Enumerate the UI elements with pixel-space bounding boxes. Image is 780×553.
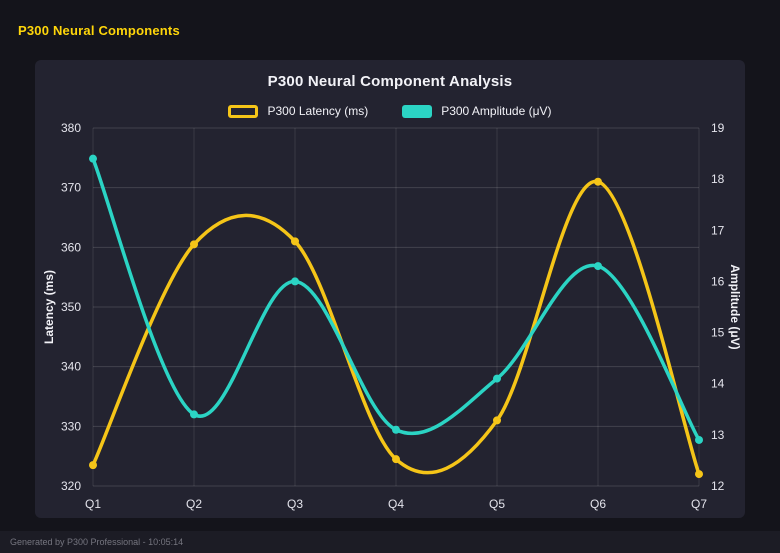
svg-text:16: 16 bbox=[711, 274, 725, 288]
line-chart[interactable]: 320 330 340 350 360 370 380 12 13 14 15 16 17 18 19 Q1 Q… bbox=[35, 60, 745, 518]
amplitude-legend-swatch bbox=[402, 104, 433, 118]
svg-text:14: 14 bbox=[711, 377, 725, 391]
svg-text:Q7: Q7 bbox=[691, 497, 707, 511]
latency-legend-label: P300 Latency (ms) bbox=[267, 104, 369, 118]
footer-text: Generated by P300 Professional - 10:05:1… bbox=[10, 537, 184, 547]
legend-item-latency[interactable]: P300 Latency (ms) bbox=[228, 104, 368, 118]
svg-text:Q2: Q2 bbox=[186, 497, 202, 511]
legend-item-amplitude[interactable]: P300 Amplitude (μV) bbox=[402, 104, 552, 118]
svg-text:Amplitude (μV): Amplitude (μV) bbox=[728, 264, 742, 349]
svg-text:Q6: Q6 bbox=[590, 497, 606, 511]
svg-text:330: 330 bbox=[61, 419, 81, 433]
svg-text:19: 19 bbox=[711, 121, 725, 135]
amplitude-legend-label: P300 Amplitude (μV) bbox=[441, 104, 552, 118]
svg-text:360: 360 bbox=[61, 240, 81, 254]
svg-text:15: 15 bbox=[711, 326, 725, 340]
svg-text:12: 12 bbox=[711, 479, 725, 493]
svg-text:380: 380 bbox=[61, 121, 81, 135]
chart-legend: P300 Latency (ms) P300 Amplitude (μV) bbox=[35, 104, 745, 118]
svg-text:Q1: Q1 bbox=[85, 497, 101, 511]
page-title: P300 Neural Components bbox=[18, 23, 180, 38]
footer-bar: Generated by P300 Professional - 10:05:1… bbox=[0, 531, 780, 553]
svg-text:370: 370 bbox=[61, 181, 81, 195]
latency-legend-swatch bbox=[228, 104, 259, 118]
chart-title: P300 Neural Component Analysis bbox=[267, 73, 513, 90]
svg-text:320: 320 bbox=[61, 479, 81, 493]
svg-text:350: 350 bbox=[61, 300, 81, 314]
svg-text:Q3: Q3 bbox=[287, 497, 303, 511]
svg-text:17: 17 bbox=[711, 223, 725, 237]
chart-card: P300 Neural Component Analysis P300 Late… bbox=[35, 60, 745, 518]
svg-text:Q4: Q4 bbox=[388, 497, 404, 511]
svg-text:18: 18 bbox=[711, 172, 725, 186]
svg-text:Q5: Q5 bbox=[489, 497, 505, 511]
svg-text:340: 340 bbox=[61, 360, 81, 374]
svg-text:13: 13 bbox=[711, 428, 725, 442]
svg-text:Latency (ms): Latency (ms) bbox=[42, 270, 56, 344]
